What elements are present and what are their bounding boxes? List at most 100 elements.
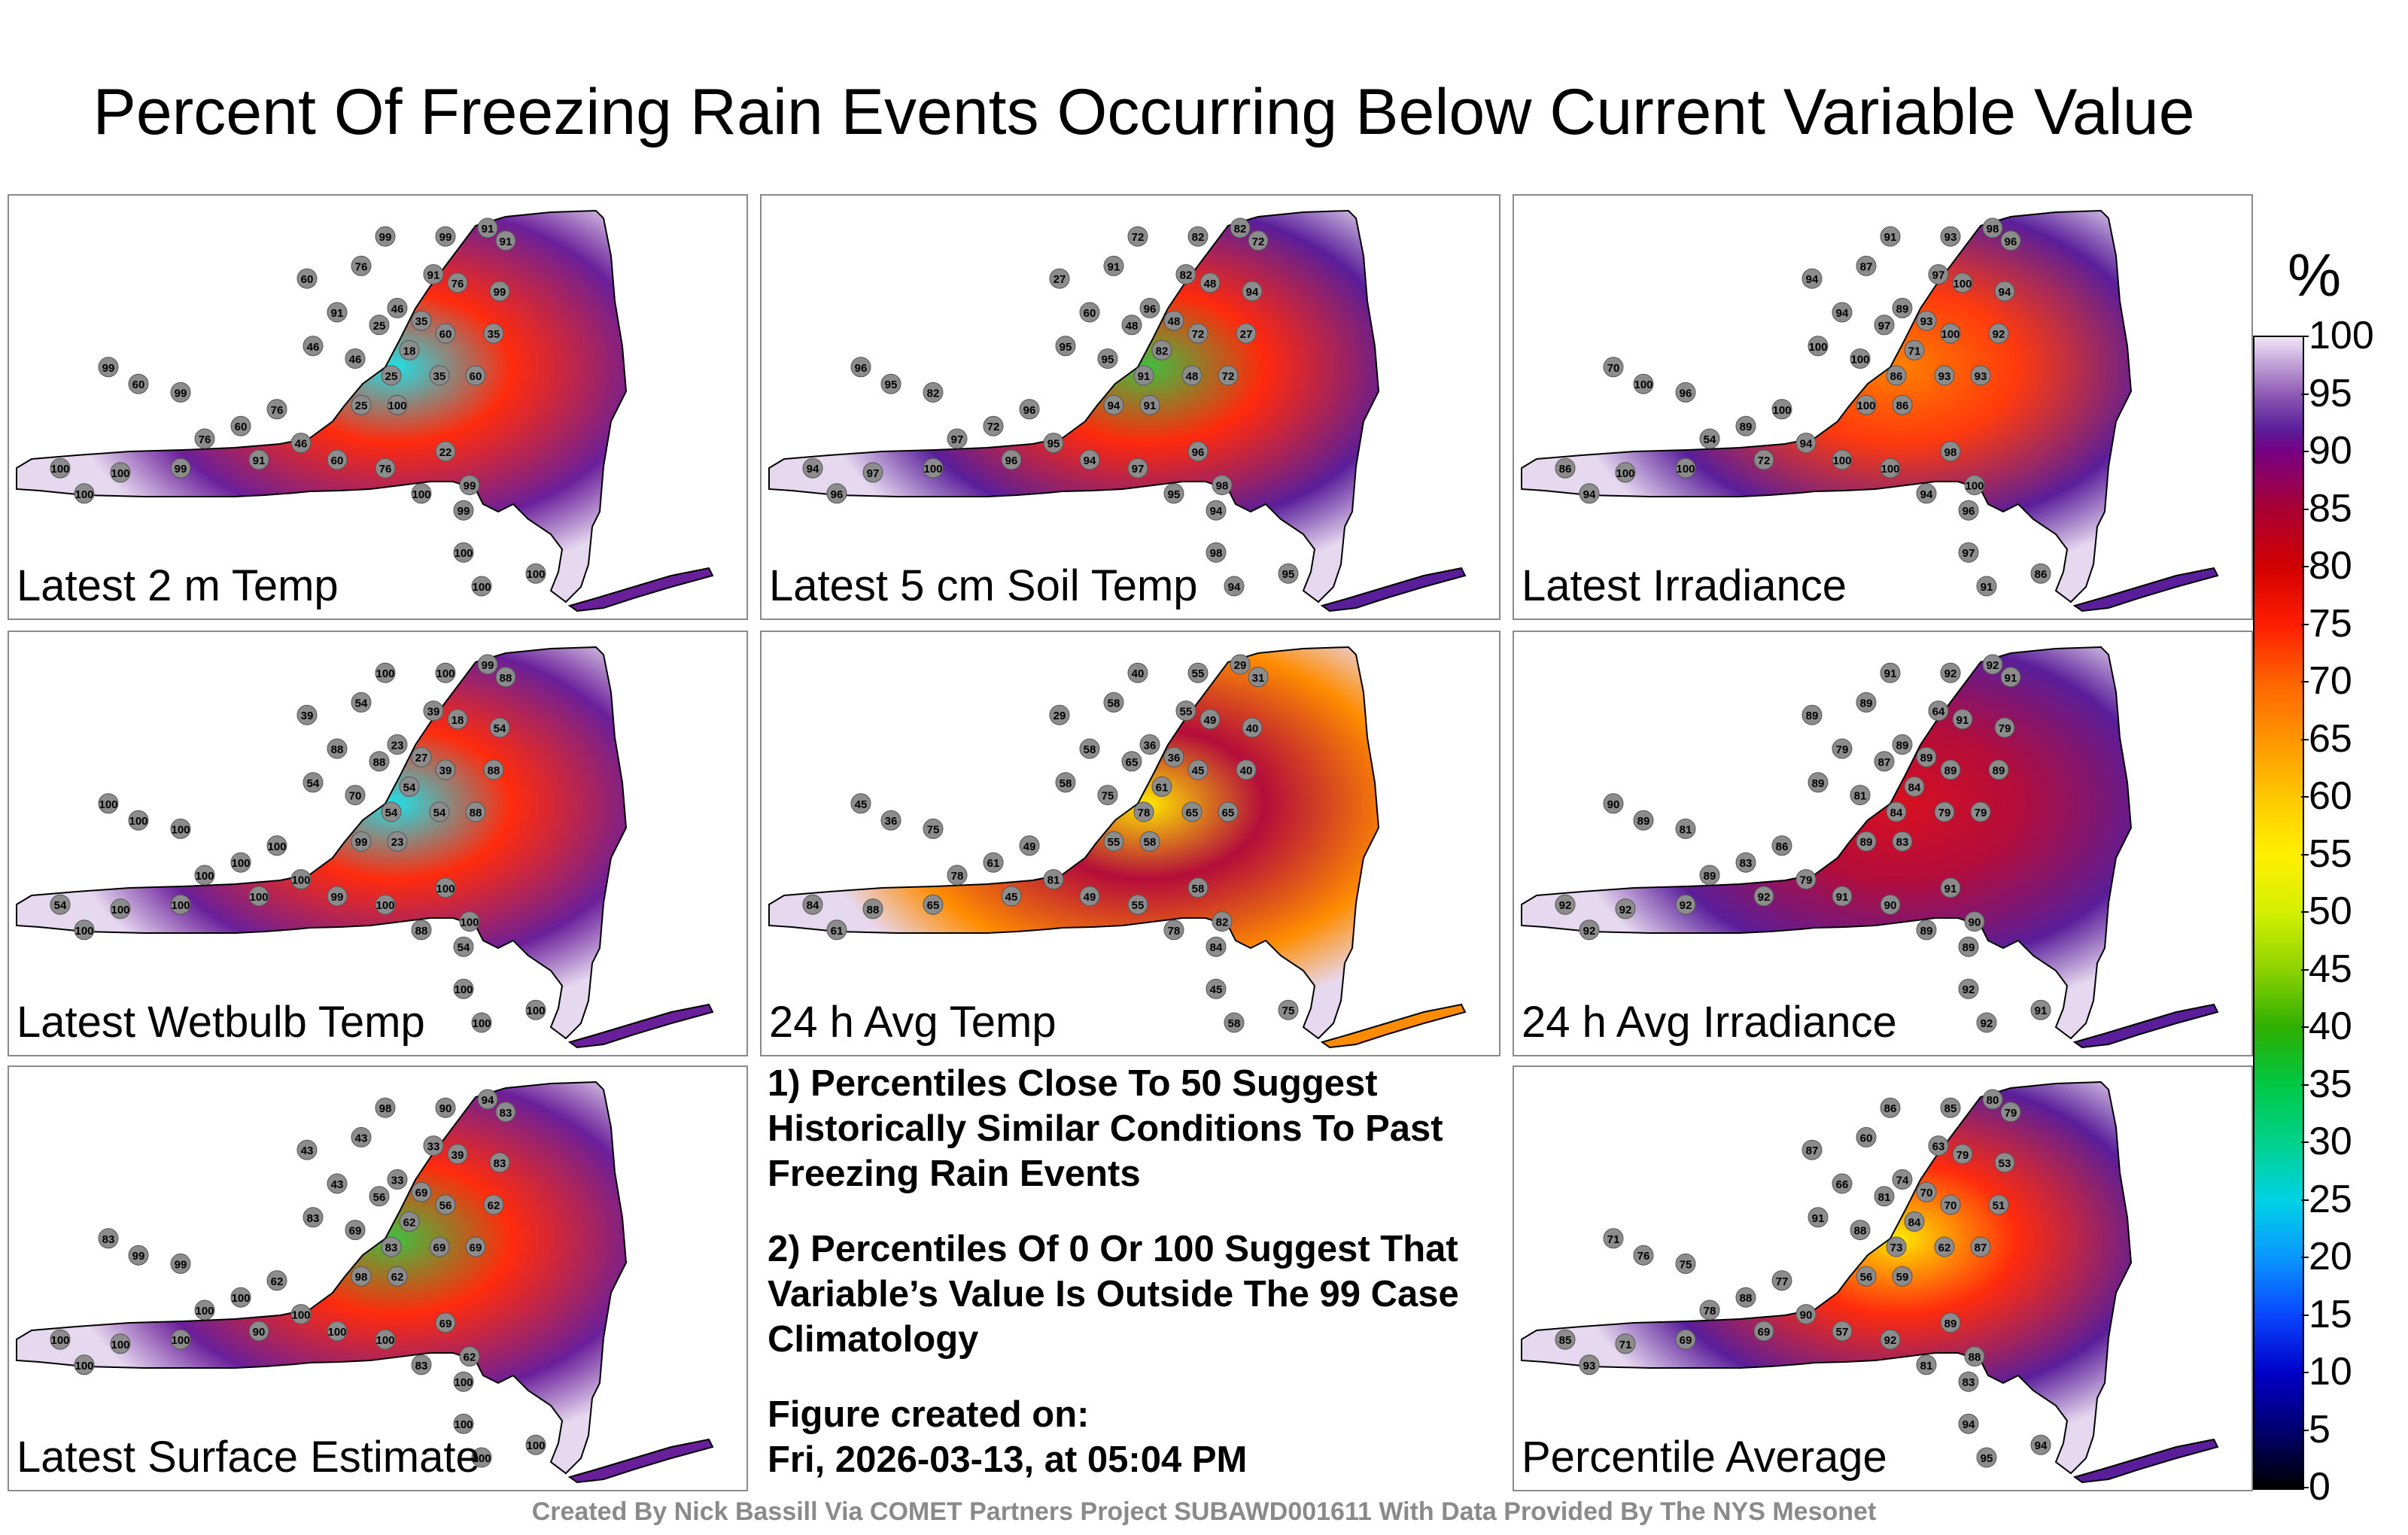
- long-island-outline: [1320, 1003, 1467, 1049]
- station-marker: 96: [1675, 381, 1696, 403]
- station-value: 25: [373, 320, 386, 333]
- colorbar-tick-label: 90: [2309, 429, 2352, 473]
- station-marker: 91: [1940, 877, 1961, 898]
- station-marker: 96: [1958, 500, 1979, 521]
- station-marker: 88: [862, 898, 883, 919]
- station-marker: 97: [1958, 542, 1979, 563]
- station-marker: 80: [1982, 1089, 2003, 1110]
- station-value: 94: [807, 463, 819, 476]
- station-value: 72: [1192, 328, 1205, 341]
- station-value: 88: [488, 764, 500, 777]
- station-marker: 88: [1964, 1346, 1985, 1367]
- station-marker: 92: [1555, 894, 1576, 915]
- station-value: 100: [454, 547, 473, 560]
- station-marker: 94: [1242, 281, 1263, 302]
- station-marker: 90: [1964, 911, 1985, 932]
- panel-24h-avg-irradiance: 91 92 92 91 89 89 64 91 89 89 79 79 87 84 89 89 89 81 84 79…: [1513, 631, 2253, 1056]
- station-marker: 96: [1019, 399, 1040, 420]
- station-marker: 54: [453, 936, 474, 957]
- station-value: 79: [2005, 1107, 2017, 1120]
- station-marker: 27: [411, 746, 432, 768]
- station-value: 100: [129, 815, 147, 828]
- station-marker: 22: [435, 441, 456, 462]
- station-value: 83: [494, 1157, 506, 1170]
- station-marker: 69: [435, 1312, 456, 1333]
- station-marker: 85: [1940, 1097, 1961, 1118]
- station-marker: 99: [477, 654, 498, 675]
- station-value: 69: [415, 1187, 428, 1199]
- station-value: 54: [385, 807, 398, 819]
- station-marker: 72: [1248, 230, 1269, 251]
- station-value: 91: [1812, 1212, 1825, 1225]
- station-value: 89: [1920, 752, 1933, 764]
- station-value: 72: [1252, 236, 1265, 248]
- station-marker: 60: [465, 365, 486, 386]
- station-marker: 71: [1615, 1333, 1636, 1354]
- station-value: 79: [1956, 1149, 1969, 1162]
- station-value: 100: [111, 1339, 129, 1351]
- station-value: 100: [1941, 328, 1960, 341]
- station-value: 96: [831, 488, 844, 501]
- station-value: 89: [1637, 815, 1650, 828]
- station-marker: 60: [296, 268, 318, 289]
- station-value: 92: [1583, 925, 1596, 938]
- station-value: 88: [1969, 1351, 1981, 1364]
- station-value: 83: [307, 1212, 320, 1225]
- station-marker: 98: [1940, 441, 1961, 462]
- station-value: 54: [494, 722, 506, 735]
- station-marker: 65: [1121, 751, 1142, 772]
- panel-label: Latest Surface Estimate: [17, 1433, 480, 1482]
- station-marker: 83: [495, 1102, 516, 1123]
- station-marker: 56: [1856, 1266, 1877, 1287]
- station-value: 35: [433, 370, 446, 383]
- station-marker: 18: [447, 709, 468, 730]
- colorbar-tick: [2301, 336, 2309, 337]
- station-value: 95: [1047, 438, 1060, 451]
- station-marker: 91: [2030, 999, 2051, 1020]
- station-marker: 100: [266, 835, 287, 856]
- station-value: 94: [1246, 286, 1259, 299]
- station-value: 56: [439, 1199, 452, 1212]
- station-marker: 33: [423, 1135, 444, 1157]
- station-marker: 86: [1555, 457, 1576, 479]
- station-value: 100: [1850, 354, 1869, 366]
- station-marker: 93: [1934, 365, 1955, 386]
- station-marker: 100: [453, 978, 474, 999]
- station-value: 55: [1108, 836, 1120, 849]
- station-value: 27: [1240, 328, 1253, 341]
- station-value: 18: [403, 345, 416, 357]
- station-marker: 100: [290, 869, 312, 890]
- station-marker: 45: [1206, 978, 1227, 999]
- station-value: 83: [1896, 836, 1909, 849]
- station-value: 45: [1210, 983, 1223, 996]
- colorbar-tick: [2301, 1314, 2309, 1316]
- station-marker: 93: [1940, 226, 1961, 247]
- station-marker: 46: [345, 348, 366, 369]
- station-value: 100: [291, 874, 310, 887]
- station-value: 65: [927, 899, 940, 912]
- station-marker: 94: [1801, 268, 1823, 289]
- station-value: 94: [1084, 454, 1096, 467]
- station-value: 62: [464, 1351, 476, 1364]
- station-marker: 99: [128, 1245, 149, 1266]
- station-value: 76: [451, 278, 464, 290]
- station-value: 58: [1228, 1017, 1241, 1030]
- station-marker: 83: [411, 1354, 432, 1375]
- station-marker: 100: [248, 886, 269, 907]
- station-marker: 75: [1278, 999, 1299, 1020]
- station-marker: 89: [1801, 704, 1823, 725]
- station-marker: 72: [1753, 449, 1774, 470]
- station-marker: 49: [1019, 835, 1040, 856]
- station-value: 76: [199, 433, 211, 446]
- station-value: 90: [1969, 916, 1981, 929]
- station-value: 83: [1963, 1376, 1975, 1389]
- station-marker: 89: [1892, 297, 1913, 318]
- station-marker: 93: [1916, 310, 1937, 331]
- station-marker: 76: [1633, 1245, 1654, 1266]
- station-marker: 54: [1699, 428, 1720, 449]
- ny-map: 91 92 92 91 89 89 64 91 89 89 79 79 87 84 89 89 89 81 84 79…: [1521, 646, 2219, 1049]
- station-marker: 62: [387, 1266, 408, 1287]
- station-value: 100: [526, 1005, 545, 1017]
- station-marker: 49: [1079, 886, 1100, 907]
- station-marker: 57: [1832, 1321, 1853, 1342]
